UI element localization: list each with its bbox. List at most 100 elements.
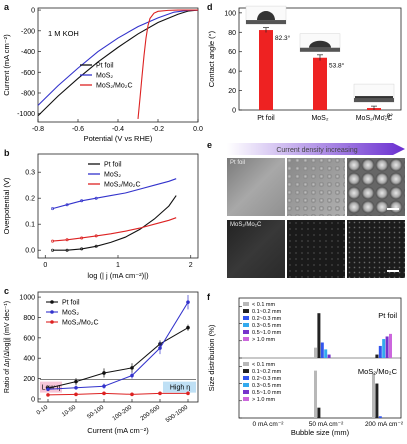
bar [320,342,324,358]
pt-row-label: Pt foil [230,160,246,166]
data-point [158,391,162,396]
plot-frame [37,7,199,123]
legend-label: < 0.1 mm [252,302,275,308]
y-tick-label: 400 [23,356,35,363]
bubble-size-chart: Size distribution (%) 0 mA cm⁻² 50 mA cm⁻²… [207,297,404,437]
data-point [46,387,50,392]
panel-b-letter: b [4,148,10,158]
legend-label: MoS₂/Mo₂C [104,182,141,189]
legend-label: 0.1~0.2 mm [252,369,282,375]
x-tick-label: Pt foil [257,115,275,122]
data-point [65,248,69,252]
legend-marker [50,310,54,314]
y-tick-label: 0 [31,396,35,403]
x-axis-label: Potential (V vs RHE) [84,134,153,143]
legend-swatch [243,316,249,320]
pt-micrograph-0: Pt foil [227,158,285,216]
x-axis-label: Bubble size (mm) [291,428,350,437]
bar [327,354,331,358]
legend-marker [50,300,54,304]
bar [317,407,321,418]
y-axis-label: Overpotential (V) [2,177,11,234]
data-point [74,385,78,390]
ratio-chart: Low η High η 0-10 10-50 50-100 100-200 200-500… [4,291,199,435]
y-tick-label: 20 [228,88,236,95]
panel-f: f Size distribution (%) 0 mA cm⁻² 50 mA cm… [205,290,407,439]
x-tick-label: 50-100 [86,404,105,420]
series-line [47,301,189,390]
legend-swatch [243,362,249,366]
bar [378,345,382,358]
mo-micrograph-0: MoS₂/Mo₂C [227,220,285,278]
legend-label: > 1.0 mm [252,337,275,343]
legend-label: MoS₂ [96,73,113,80]
legend-label: MoS₂ [104,172,121,179]
x-tick-label: 500-1000 [165,404,190,424]
legend-label: MoS₂/Mo₂C [62,320,99,327]
substrate [246,20,286,25]
y-tick-label: 0 [31,8,35,15]
mo-micrograph-200 [347,220,405,278]
droplet-shape [257,11,275,21]
legend-swatch [243,376,249,380]
pt-micrograph-200 [347,158,405,216]
data-point [51,239,55,243]
legend-marker [50,320,54,324]
substrate [354,98,394,103]
series-line [37,9,199,117]
x-tick-label: 100-200 [112,404,134,422]
legend-swatch [243,390,249,394]
legend-label: > 1.0 mm [252,397,275,403]
y-axis-label: Contact angle (°) [207,30,216,87]
mo-row-label: MoS₂/Mo₂C [230,222,262,228]
bar [372,373,375,418]
bar [375,383,379,418]
data-point [51,248,55,252]
y-tick-label: -400 [21,49,35,56]
electrolyte-label: 1 M KOH [48,29,79,38]
x-tick-label: 0 mA cm⁻² [253,421,285,428]
lsv-chart: -0.8 -0.6 -0.4 -0.2 0.0 0 -200 -400 -600 -800 -100… [2,7,203,143]
angle-label: 53.8° [329,62,345,70]
y-tick-label: 60 [228,49,236,56]
bar [317,313,321,358]
data-point [158,346,162,350]
bar [314,347,317,358]
data-point [186,325,190,330]
pt-label: Pt foil [378,311,397,320]
x-tick-label: -0.8 [32,126,44,133]
bar [375,354,379,358]
panel-c: c Low η High η 0-10 10-50 50-100 100-200 200-5… [0,284,205,439]
data-point [80,236,84,240]
x-tick-label: -0.6 [72,126,84,133]
tafel-chart: 0 1 2 0.0 0.1 0.2 0.3 log (| j (mA cm⁻²)|) Overp… [2,153,199,280]
x-tick-label: -0.2 [152,126,164,133]
y-tick-label: 0.3 [25,170,35,177]
x-tick-label: 200-500 [140,404,162,422]
mo-label: MoS₂/Mo₂C [358,367,398,376]
bar [382,339,386,358]
low-eta-label: Low η [42,385,61,392]
data-point [102,384,106,389]
x-axis-label: log (| j (mA cm⁻²)|) [87,271,149,280]
high-region-box [163,381,196,393]
y-tick-label: 1000 [19,295,35,302]
legend-label: 0.3~0.5 mm [252,323,282,329]
data-point [80,199,84,203]
contact-angle-chart: 0 20 40 60 80 100 Contact angle (°) Pt foil 82.3… [207,5,402,122]
data-point [186,300,190,304]
scale-bar [387,270,399,272]
legend-label: Pt foil [62,300,80,307]
data-point [80,247,84,251]
panel-f-letter: f [207,292,210,302]
series-line [52,195,177,251]
panel-a-letter: a [4,2,10,12]
data-point [102,371,106,375]
x-tick-label: -0.4 [112,126,124,133]
droplet-shape [309,40,331,48]
legend-swatch [243,337,249,341]
legend-label: 0.2~0.3 mm [252,376,282,382]
panel-a: a -0.8 -0.6 -0.4 -0.2 0.0 0 -200 -400 -600 -800 -1… [0,0,205,145]
angle-label: 82.3° [275,34,291,42]
bar [389,333,392,358]
